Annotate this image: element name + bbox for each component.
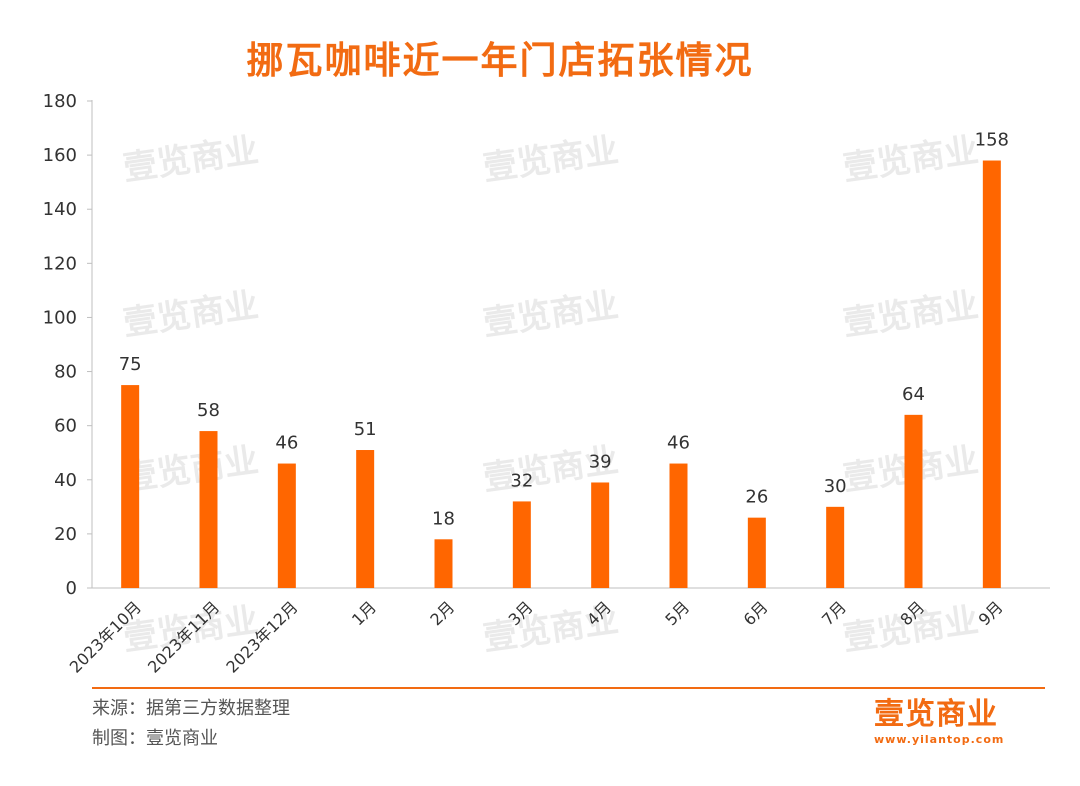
bar xyxy=(121,385,140,588)
bars xyxy=(121,160,1001,588)
brand-logo: 壹览商业 www.yilantop.com xyxy=(874,697,1005,746)
brand-name: 壹览商业 xyxy=(874,697,998,732)
bar xyxy=(277,463,296,588)
x-tick-label: 5月 xyxy=(661,597,693,629)
bar xyxy=(982,160,1001,588)
bar xyxy=(747,517,766,588)
y-tick-label: 40 xyxy=(54,470,77,491)
watermark-text: 壹览商业 xyxy=(841,285,981,344)
y-tick-label: 20 xyxy=(54,524,77,545)
y-tick-label: 0 xyxy=(66,578,77,599)
data-label: 26 xyxy=(745,487,768,508)
source-note: 来源：据第三方数据整理 xyxy=(92,698,290,719)
x-tick-label: 9月 xyxy=(975,597,1007,629)
bar xyxy=(591,482,610,588)
x-tick-label: 2月 xyxy=(426,597,458,629)
y-tick-label: 140 xyxy=(43,199,77,220)
data-label: 46 xyxy=(275,433,298,454)
y-tick-label: 100 xyxy=(43,307,77,328)
watermark-text: 壹览商业 xyxy=(481,130,621,189)
y-tick-label: 60 xyxy=(54,416,77,437)
data-label: 75 xyxy=(119,354,142,375)
made-by-note: 制图：壹览商业 xyxy=(92,728,218,749)
bar xyxy=(199,431,218,588)
data-label: 46 xyxy=(667,433,690,454)
page-title: 挪瓦咖啡近一年门店拓张情况 xyxy=(246,39,754,82)
x-tick-label: 1月 xyxy=(348,597,380,629)
data-label: 158 xyxy=(975,130,1009,151)
bar xyxy=(434,539,453,588)
data-label: 30 xyxy=(824,476,847,497)
bar xyxy=(904,414,923,588)
data-label: 51 xyxy=(354,419,377,440)
bar xyxy=(512,501,531,588)
y-axis-ticks: 0 20 40 60 80 100 120 140 160 180 xyxy=(43,91,92,599)
y-tick-label: 120 xyxy=(43,253,77,274)
data-label: 18 xyxy=(432,508,455,529)
bar xyxy=(356,450,375,588)
bar xyxy=(826,506,845,588)
data-label: 32 xyxy=(510,470,533,491)
data-label: 64 xyxy=(902,384,925,405)
data-label: 39 xyxy=(589,451,612,472)
data-labels: 75 58 46 51 18 32 39 46 26 30 64 158 xyxy=(119,130,1009,530)
bar xyxy=(669,463,688,588)
y-tick-label: 180 xyxy=(43,91,77,112)
y-tick-label: 80 xyxy=(54,362,77,383)
brand-url: www.yilantop.com xyxy=(874,733,1005,746)
watermark-text: 壹览商业 xyxy=(841,130,981,189)
watermark-text: 壹览商业 xyxy=(121,130,261,189)
footer-divider xyxy=(92,687,1045,689)
data-label: 58 xyxy=(197,400,220,421)
x-tick-label: 6月 xyxy=(740,597,772,629)
watermark-text: 壹览商业 xyxy=(121,285,261,344)
watermark-text: 壹览商业 xyxy=(481,285,621,344)
watermark-text: 壹览商业 xyxy=(121,440,261,499)
y-tick-label: 160 xyxy=(43,145,77,166)
